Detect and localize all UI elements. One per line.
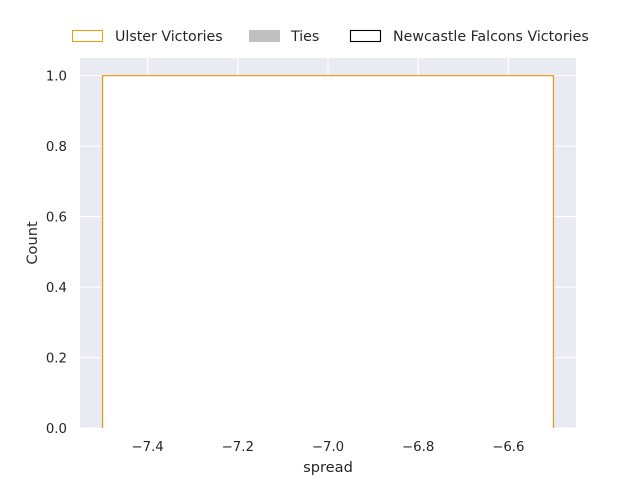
- x-axis-label: spread: [303, 459, 353, 476]
- legend-swatch: [249, 30, 280, 42]
- x-axis-ticks: −7.4 −7.2 −7.0 −6.8 −6.6: [131, 440, 524, 455]
- legend-label: Ulster Victories: [115, 29, 223, 45]
- legend: Ulster Victories Ties Newcastle Falcons Vi…: [71, 29, 589, 45]
- x-tick-label: −7.2: [222, 440, 254, 455]
- data-marks: [101, 74, 555, 428]
- legend-label: Ties: [290, 29, 319, 45]
- histogram-bar-outline: [101, 74, 555, 428]
- legend-swatch: [349, 29, 382, 43]
- y-tick-label: 0.8: [46, 140, 67, 155]
- y-axis-label: Count: [24, 221, 41, 265]
- x-tick-label: −6.6: [492, 440, 524, 455]
- y-tick-label: 0.6: [46, 211, 67, 226]
- histogram-bar-fill: [102, 75, 554, 428]
- y-tick-label: 0.2: [46, 352, 67, 367]
- x-tick-label: −7.4: [131, 440, 163, 455]
- y-tick-label: 0.4: [46, 281, 67, 296]
- y-tick-label: 0.0: [46, 422, 67, 437]
- x-tick-label: −7.0: [312, 440, 344, 455]
- legend-swatch: [71, 29, 104, 43]
- x-tick-label: −6.8: [402, 440, 434, 455]
- legend-label: Newcastle Falcons Victories: [393, 29, 589, 45]
- y-axis-ticks: 0.0 0.2 0.4 0.6 0.8 1.0: [46, 70, 67, 437]
- y-tick-label: 1.0: [46, 70, 67, 85]
